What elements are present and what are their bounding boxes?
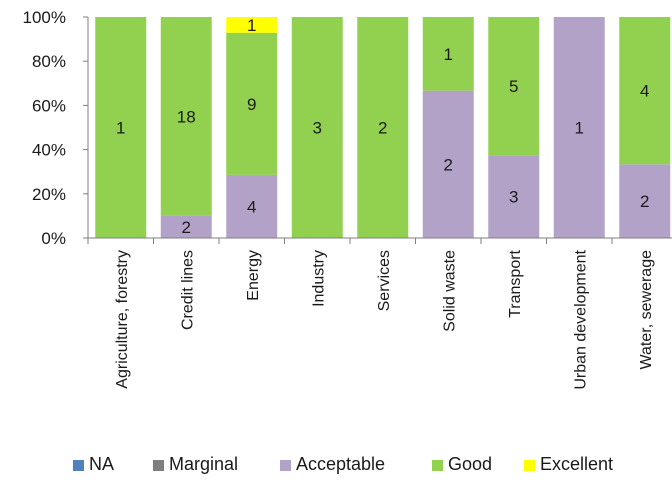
x-category-label: Credit lines — [179, 250, 196, 330]
bar-segment-good — [619, 17, 671, 165]
legend-swatch — [524, 460, 535, 471]
x-category-label: Water, sewerage — [638, 250, 655, 370]
data-label: 9 — [247, 95, 256, 114]
y-tick-label: 40% — [32, 141, 66, 160]
legend-label: Acceptable — [296, 454, 385, 474]
legend-swatch — [432, 460, 443, 471]
legend: NA Marginal Acceptable Good Excellent — [73, 454, 613, 474]
bar-segment-acceptable — [619, 164, 671, 238]
legend-item-excellent: Excellent — [524, 454, 613, 474]
bar-segment-good — [160, 17, 212, 216]
data-label: 4 — [247, 197, 256, 216]
x-category-label: Solid waste — [441, 250, 458, 332]
data-label: 1 — [247, 16, 256, 35]
data-label: 2 — [182, 218, 191, 237]
legend-label: Marginal — [169, 454, 238, 474]
data-label: 1 — [116, 119, 125, 138]
data-label: 2 — [444, 155, 453, 174]
bar-segment-acceptable — [226, 174, 278, 238]
data-label: 3 — [313, 119, 322, 138]
bar-segment-acceptable — [488, 155, 540, 238]
legend-swatch — [73, 460, 84, 471]
data-label: 1 — [575, 119, 584, 138]
y-tick-label: 100% — [23, 8, 66, 27]
bar-segment-good — [422, 17, 474, 91]
y-tick-label: 0% — [41, 229, 66, 248]
y-tick-label: 80% — [32, 52, 66, 71]
bar-segment-excellent — [226, 17, 278, 33]
data-label: 2 — [378, 119, 387, 138]
legend-item-na: NA — [73, 454, 114, 474]
bar-segment-good — [357, 17, 409, 238]
data-label: 18 — [177, 107, 196, 126]
y-tick-label: 20% — [32, 185, 66, 204]
bar-segment-acceptable — [160, 215, 212, 238]
legend-swatch — [280, 460, 291, 471]
data-label: 3 — [509, 188, 518, 207]
bar-segment-good — [488, 17, 540, 156]
x-category-label: Agriculture, forestry — [114, 250, 131, 389]
data-label: 2 — [640, 192, 649, 211]
bar-segment-good — [291, 17, 343, 238]
legend-swatch — [153, 460, 164, 471]
legend-label: Excellent — [540, 454, 613, 474]
bar-segment-acceptable — [422, 90, 474, 239]
y-axis: 0% 20% 40% 60% 80% 100% — [23, 8, 89, 248]
y-tick-label: 60% — [32, 96, 66, 115]
legend-item-acceptable: Acceptable — [280, 454, 385, 474]
x-category-label: Urban development — [572, 249, 589, 389]
x-category-label: Energy — [245, 250, 262, 301]
x-category-label: Industry — [310, 250, 327, 307]
data-label: 4 — [640, 82, 649, 101]
legend-item-marginal: Marginal — [153, 454, 238, 474]
x-category-label: Services — [376, 250, 393, 311]
legend-label: Good — [448, 454, 492, 474]
bar-segment-acceptable — [553, 17, 605, 238]
data-label: 5 — [509, 77, 518, 96]
x-axis: Agriculture, forestry Credit lines Energy I… — [87, 237, 672, 390]
x-category-label: Transport — [507, 249, 524, 317]
legend-label: NA — [89, 454, 114, 474]
bar-segment-good — [226, 32, 278, 175]
bars: 1 2 18 4 9 1 3 2 2 1 3 5 1 2 4 — [95, 16, 671, 239]
legend-item-good: Good — [432, 454, 492, 474]
data-label: 1 — [444, 45, 453, 64]
bar-segment-good — [95, 17, 147, 238]
